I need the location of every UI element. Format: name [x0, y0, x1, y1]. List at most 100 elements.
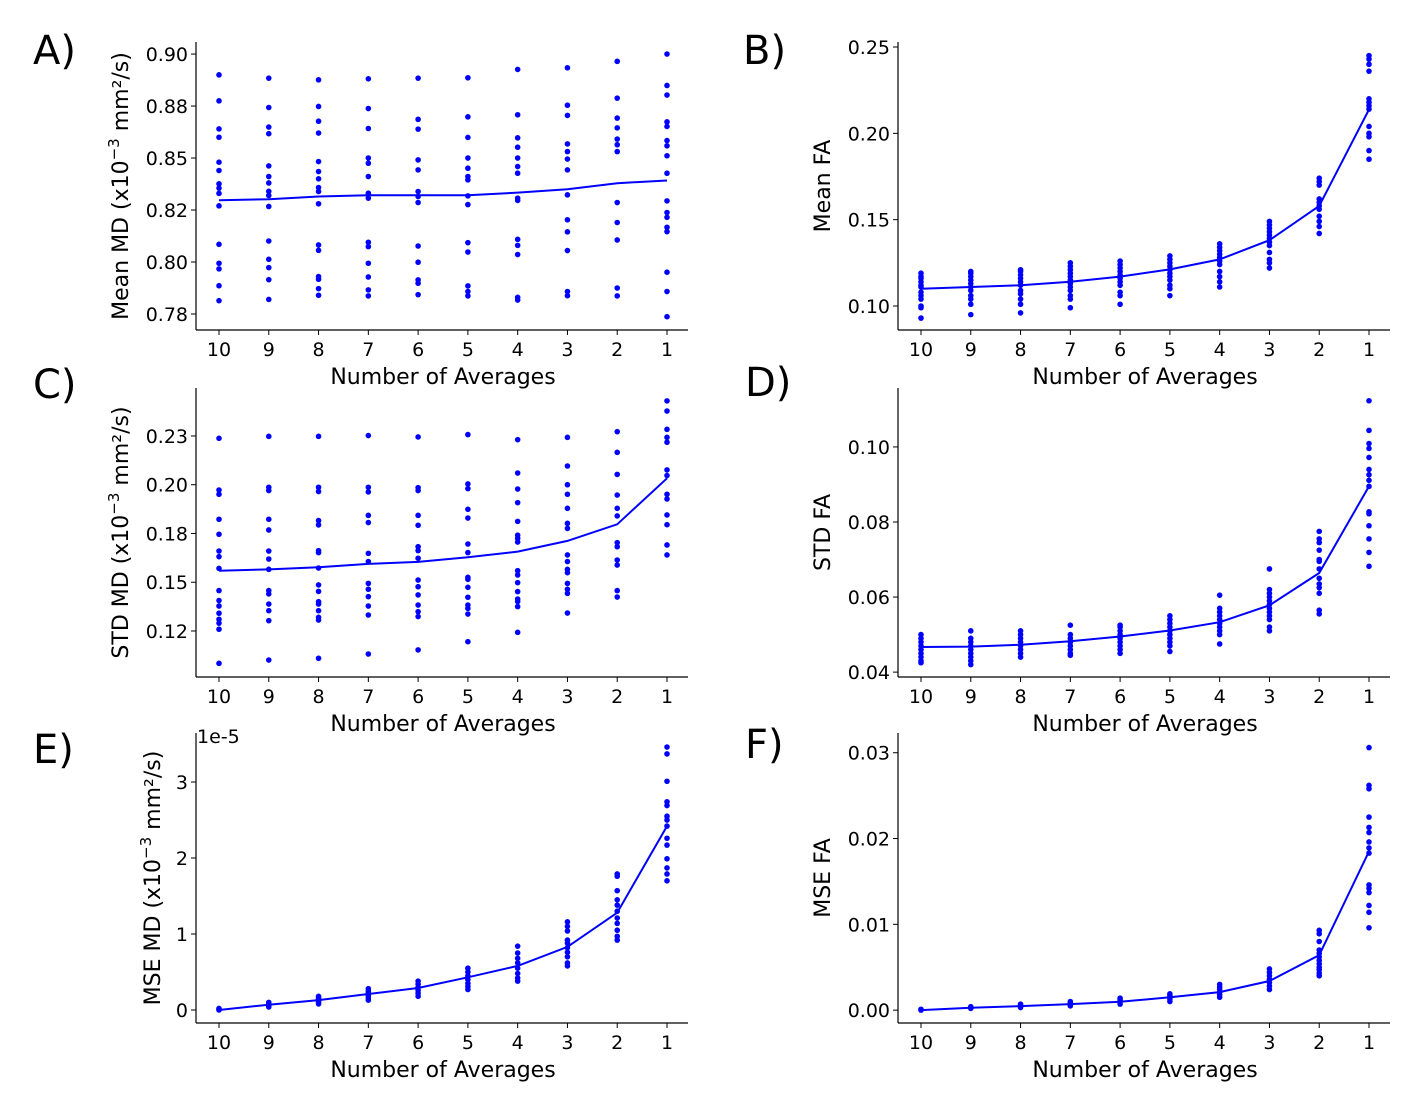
- data-point: [365, 125, 372, 132]
- data-point: [315, 549, 322, 556]
- data-point: [1366, 814, 1372, 820]
- y-axis-label-part: MSE MD (x10: [141, 859, 166, 1005]
- data-point: [514, 170, 521, 177]
- data-point: [664, 269, 670, 275]
- x-tick-label: 9: [263, 686, 275, 708]
- x-tick-label: 6: [1114, 1032, 1126, 1054]
- data-point: [664, 439, 670, 446]
- data-point: [415, 608, 421, 615]
- data-point: [664, 119, 670, 125]
- x-tick-label: 9: [263, 1032, 275, 1054]
- data-point: [564, 64, 571, 71]
- data-point: [614, 557, 621, 563]
- data-point: [664, 224, 670, 231]
- data-point: [465, 638, 471, 645]
- data-point: [514, 960, 521, 966]
- panel-e: E) 0 1 2 3 10 9 8 7 6 5 4 3 2 1 Number of Averages MSE M…: [33, 726, 688, 1083]
- y-tick-label: 0.04: [848, 662, 890, 684]
- x-axis-label: Number of Averages: [330, 1058, 555, 1083]
- data-point: [265, 75, 272, 81]
- data-point: [564, 463, 571, 469]
- data-point: [1316, 584, 1323, 591]
- data-point: [1366, 785, 1372, 792]
- data-point: [415, 157, 421, 163]
- data-point: [664, 496, 670, 502]
- data-point: [514, 603, 521, 610]
- data-point: [315, 103, 322, 110]
- data-point: [1067, 304, 1074, 311]
- x-tick-label: 7: [362, 339, 374, 361]
- data-point: [265, 124, 272, 130]
- data-point: [664, 209, 670, 216]
- data-point: [664, 123, 670, 130]
- data-point: [614, 285, 621, 291]
- data-point: [614, 937, 621, 943]
- data-point: [514, 297, 521, 303]
- data-point: [1266, 616, 1273, 623]
- data-point: [415, 280, 421, 287]
- y-axis-label-exponent: −3: [137, 837, 155, 859]
- y-axis-label-part: Mean MD (x10: [109, 160, 134, 319]
- data-point: [918, 296, 924, 302]
- x-axis-label: Number of Averages: [1032, 1058, 1257, 1083]
- y-tick-label: 0.90: [146, 44, 188, 66]
- data-point: [265, 256, 272, 263]
- x-tick-label: 2: [1313, 339, 1325, 361]
- data-point: [1017, 291, 1024, 297]
- data-point: [664, 802, 670, 809]
- x-tick-label: 8: [1015, 686, 1027, 708]
- data-point: [415, 978, 421, 984]
- data-point: [315, 484, 322, 491]
- x-tick-label: 3: [561, 1032, 573, 1054]
- data-point: [564, 141, 571, 147]
- data-point: [1117, 282, 1123, 289]
- data-point: [1366, 924, 1372, 931]
- data-point: [315, 582, 322, 588]
- data-point: [1017, 310, 1024, 316]
- panel-c: C) 0.12 0.15 0.18 0.20 0.23 10 9 8 7 6 5 4 3 2 1 Number …: [33, 362, 688, 737]
- data-point: [1316, 213, 1323, 220]
- data-point: [365, 612, 372, 618]
- data-point: [614, 199, 621, 206]
- data-point: [514, 436, 521, 443]
- x-tick-label: 2: [611, 339, 623, 361]
- y-tick-label: 0.10: [848, 437, 890, 459]
- data-point: [1366, 845, 1372, 851]
- data-point: [265, 173, 272, 180]
- data-point: [465, 549, 471, 556]
- data-point: [614, 136, 621, 142]
- y-tick-label: 0.78: [146, 304, 188, 326]
- data-point: [614, 141, 621, 148]
- mean-line: [218, 477, 668, 572]
- x-axis-label: Number of Averages: [330, 712, 555, 737]
- data-point: [967, 311, 974, 318]
- data-point: [415, 167, 421, 173]
- data-point: [664, 871, 670, 877]
- data-point: [614, 927, 621, 934]
- data-point: [614, 873, 621, 880]
- data-point: [265, 487, 272, 494]
- data-point: [465, 155, 471, 161]
- x-tick-label: 8: [313, 686, 325, 708]
- y-axis-label-exponent: −3: [105, 138, 123, 160]
- data-point: [216, 616, 222, 623]
- x-tick-label: 1: [661, 339, 673, 361]
- data-point: [1067, 287, 1074, 294]
- data-point: [265, 192, 272, 199]
- data-point: [564, 937, 571, 943]
- x-tick-label: 1: [1363, 686, 1375, 708]
- data-point: [415, 543, 421, 550]
- data-point: [365, 603, 372, 609]
- data-point: [465, 134, 471, 141]
- x-tick-label: 1: [1363, 339, 1375, 361]
- data-point: [465, 431, 471, 438]
- data-point: [1266, 249, 1273, 256]
- x-tick-label: 4: [512, 686, 524, 708]
- data-point: [664, 835, 670, 842]
- data-point: [216, 660, 222, 667]
- data-point: [664, 51, 670, 57]
- x-tick-label: 2: [1313, 686, 1325, 708]
- data-point: [664, 878, 670, 884]
- data-point: [365, 155, 372, 161]
- data-point: [1316, 930, 1323, 937]
